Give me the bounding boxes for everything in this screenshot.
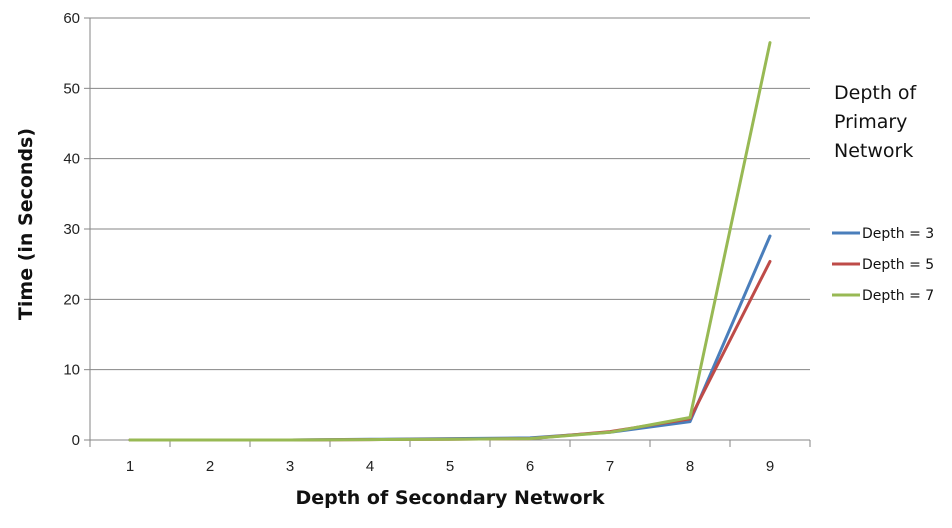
x-tick-label: 3 xyxy=(286,458,294,475)
y-tick-label: 50 xyxy=(63,80,80,97)
x-tick-label: 9 xyxy=(766,458,774,475)
x-tick-label: 8 xyxy=(686,458,694,475)
legend-title-line-2: Primary xyxy=(834,111,907,133)
y-tick-label: 40 xyxy=(63,151,80,168)
legend-label-2: Depth = 5 xyxy=(862,257,934,273)
y-tick-label: 10 xyxy=(63,362,80,379)
gridlines xyxy=(90,17,810,371)
y-tick-label: 0 xyxy=(72,432,80,449)
x-tick-label: 6 xyxy=(526,458,534,475)
series-line-2 xyxy=(128,259,772,442)
legend-title-line-3: Network xyxy=(834,140,913,162)
y-tick-labels: 0 10 20 30 40 50 60 xyxy=(63,10,80,449)
legend-label-1: Depth = 3 xyxy=(862,226,934,242)
x-tick-label: 4 xyxy=(366,458,374,475)
y-axis-title: Time (in Seconds) xyxy=(15,128,37,320)
series-line-1 xyxy=(128,234,772,442)
x-axis-title: Depth of Secondary Network xyxy=(295,487,604,509)
y-tick-label: 60 xyxy=(63,10,80,27)
x-tick-label: 1 xyxy=(126,458,134,475)
y-tick-label: 30 xyxy=(63,221,80,238)
y-tick-label: 20 xyxy=(63,291,80,308)
legend-title: Depth of Primary Network xyxy=(834,82,918,162)
legend-title-line-1: Depth of xyxy=(834,82,918,104)
series-line-3 xyxy=(128,41,772,442)
x-tick-label: 7 xyxy=(606,458,614,475)
series-lines xyxy=(128,41,772,442)
x-tick-labels: 1 2 3 4 5 6 7 8 9 xyxy=(126,458,774,475)
legend-label-3: Depth = 7 xyxy=(862,288,934,304)
x-tick-label: 2 xyxy=(206,458,214,475)
axes xyxy=(84,17,811,447)
legend: Depth = 3 Depth = 5 Depth = 7 xyxy=(832,226,934,304)
x-tick-label: 5 xyxy=(446,458,454,475)
